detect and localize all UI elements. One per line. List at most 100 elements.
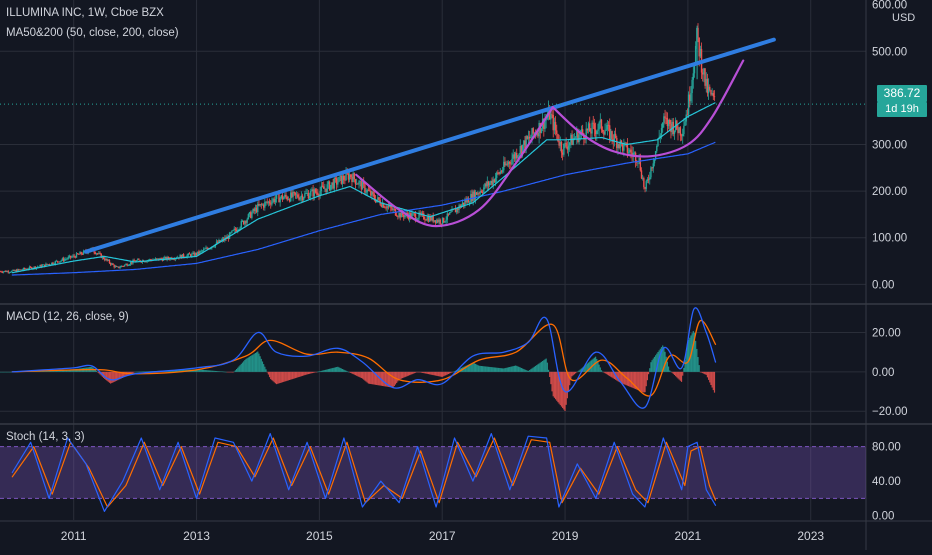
macd-histogram-bar: [639, 371, 641, 392]
candle-body: [39, 265, 41, 267]
macd-histogram-bar: [300, 371, 302, 377]
candle-body: [554, 121, 557, 131]
macd-histogram-bar: [98, 371, 100, 374]
macd-histogram-bar: [125, 371, 127, 377]
macd-histogram-bar: [624, 371, 626, 385]
candle-body: [251, 212, 253, 218]
candle-body: [2, 271, 5, 273]
candle-body: [144, 261, 146, 263]
macd-histogram-bar: [301, 371, 304, 376]
candle-body: [404, 215, 406, 218]
candle-body: [532, 128, 534, 134]
candle-body: [68, 255, 71, 257]
candle-body: [41, 265, 44, 268]
candle-body: [99, 252, 101, 254]
macd-histogram-bar: [397, 371, 399, 382]
candle-body: [621, 143, 624, 151]
candle-body: [245, 221, 247, 223]
macd-histogram-bar: [243, 361, 245, 372]
candle-body: [301, 195, 304, 201]
candle-body: [15, 270, 18, 272]
candle-body: [272, 198, 274, 202]
candle-body: [300, 195, 303, 198]
macd-histogram-bar: [423, 371, 425, 374]
macd-histogram-bar: [580, 368, 583, 372]
stoch-tick-label: 80.00: [872, 442, 901, 454]
candle-body: [165, 257, 167, 260]
candle-body: [480, 191, 483, 193]
candle-body: [66, 258, 68, 260]
macd-histogram-bar: [106, 371, 108, 381]
macd-legend[interactable]: MACD (12, 26, close, 9): [6, 311, 129, 323]
macd-histogram-bar: [527, 370, 530, 372]
macd-histogram-bar: [268, 371, 271, 378]
candle-body: [566, 146, 569, 150]
macd-histogram-bar: [107, 371, 109, 382]
candle-body: [122, 265, 125, 267]
candle-body: [121, 265, 124, 267]
candle-body: [19, 269, 21, 271]
macd-histogram-bar: [134, 371, 136, 373]
candle-body: [186, 255, 188, 258]
macd-histogram-bar: [698, 365, 700, 372]
candle-body: [712, 93, 715, 97]
macd-histogram-bar: [693, 332, 696, 372]
candle-body: [533, 132, 536, 134]
symbol-title[interactable]: ILLUMINA INC, 1W, Cboe BZX: [6, 7, 164, 19]
candle-body: [598, 122, 600, 130]
candle-body: [305, 193, 307, 194]
macd-histogram-bar: [536, 365, 538, 372]
macd-histogram-bar: [437, 371, 439, 377]
macd-histogram-bar: [667, 366, 670, 372]
candle-body: [614, 133, 617, 138]
candle-body: [430, 216, 432, 221]
candle-body: [0, 271, 2, 273]
candle-body: [441, 217, 444, 225]
candle-body: [253, 208, 255, 212]
candle-body: [424, 219, 426, 220]
macd-histogram-bar: [712, 371, 714, 391]
candle-body: [217, 241, 219, 243]
macd-histogram-bar: [121, 371, 124, 378]
macd-tick-label: 20.00: [872, 328, 901, 340]
macd-histogram-bar: [640, 371, 643, 392]
candle-body: [288, 199, 291, 202]
macd-histogram-bar: [141, 371, 144, 373]
macd-histogram-bar: [288, 371, 291, 381]
candle-body: [638, 158, 640, 163]
macd-histogram-bar: [284, 371, 286, 382]
macd-histogram-bar: [472, 362, 474, 372]
stoch-legend[interactable]: Stoch (14, 3, 3): [6, 431, 85, 443]
candle-body: [411, 213, 413, 218]
candle-body: [109, 263, 112, 265]
candle-body: [291, 192, 293, 197]
macd-histogram-bar: [389, 371, 391, 388]
candle-body: [154, 258, 157, 260]
macd-histogram-bar: [316, 371, 318, 373]
macd-histogram-bar: [450, 371, 452, 373]
macd-histogram-bar: [306, 371, 308, 375]
candle-body: [242, 220, 245, 225]
candle-body: [40, 265, 42, 268]
macd-histogram-bar: [72, 369, 74, 372]
macd-histogram-bar: [600, 370, 603, 372]
macd-histogram-bar: [99, 371, 101, 375]
candle-body: [388, 205, 391, 207]
macd-histogram-bar: [131, 371, 133, 374]
candle-body: [280, 195, 283, 199]
macd-tick-label: −20.00: [872, 406, 908, 418]
candle-body: [617, 143, 619, 149]
candle-body: [79, 252, 81, 255]
macd-histogram-bar: [207, 370, 209, 372]
ma-indicator-legend[interactable]: MA50&200 (50, close, 200, close): [6, 27, 179, 39]
candle-body: [434, 220, 437, 224]
macd-histogram-bar: [613, 371, 616, 380]
candle-body: [187, 253, 190, 256]
candle-body: [126, 264, 128, 266]
macd-histogram-bar: [7, 371, 9, 373]
candle-body: [71, 256, 73, 258]
candle-body: [341, 175, 344, 184]
macd-histogram-bar: [586, 363, 588, 372]
